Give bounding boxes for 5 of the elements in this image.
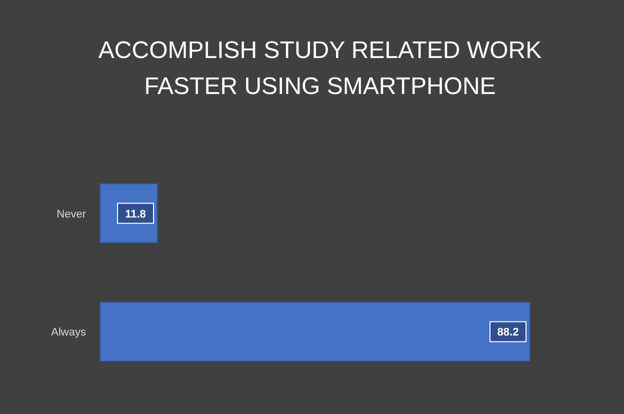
chart-title: ACCOMPLISH STUDY RELATED WORK FASTER USING SMARTPHONE: [98, 37, 542, 100]
data-label: 88.2: [497, 326, 519, 339]
y-tick-label: Always: [51, 326, 86, 339]
data-label: 11.8: [125, 208, 146, 220]
y-tick-label: Never: [56, 208, 86, 220]
